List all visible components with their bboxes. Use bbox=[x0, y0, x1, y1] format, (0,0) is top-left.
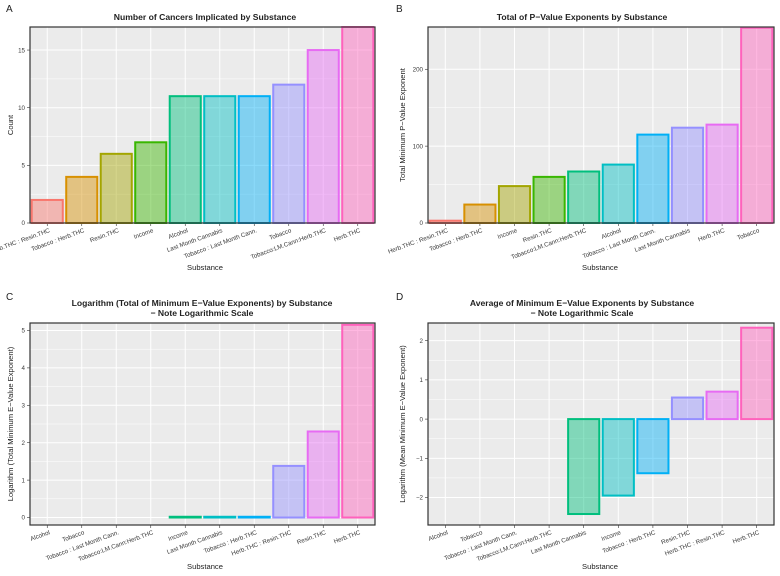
panel-c-x-tick-label-income: Income bbox=[167, 529, 189, 543]
panel-a-x-axis-title: Substance bbox=[187, 263, 223, 272]
panel-a: A Number of Cancers Implicated by Substan… bbox=[0, 4, 376, 272]
panel-c: C Logarithm (Total of Minimum E−Value Exp… bbox=[6, 292, 376, 571]
panel-d-letter: D bbox=[396, 292, 403, 303]
panel-a-title-line-1: Number of Cancers Implicated by Substanc… bbox=[114, 12, 297, 22]
panel-d-bar-resin-thc bbox=[670, 396, 705, 421]
panel-d: D Average of Minimum E−Value Exponents by… bbox=[396, 292, 775, 571]
panel-a-bar-last-month-cannabis bbox=[203, 95, 237, 224]
panel-a-bar-herb-thc bbox=[341, 26, 375, 224]
panel-b-x-tick-label-tobacco: Tobacco bbox=[736, 227, 761, 242]
panel-b-bar-tobacco-last-month-cann bbox=[636, 133, 670, 225]
panel-d-y-tick-label-2: −2 bbox=[416, 495, 424, 502]
panel-c-title-line-1: Logarithm (Total of Minimum E−Value Expo… bbox=[72, 298, 333, 308]
panel-c-bar-last-month-cannabis bbox=[203, 515, 237, 519]
panel-b-x-tick-label-herb-thc: Herb.THC bbox=[697, 227, 726, 243]
panel-d-x-axis-title: Substance bbox=[582, 562, 618, 571]
panel-d-x-tick-label-herb-thc: Herb.THC bbox=[732, 529, 761, 545]
panel-b-bar-resin-thc bbox=[532, 175, 566, 224]
panel-b-y-tick-label-200: 200 bbox=[413, 66, 424, 73]
panel-c-border bbox=[29, 322, 376, 526]
panel-a-y-tick-label-10: 10 bbox=[18, 105, 25, 112]
panel-c-y-axis-title: Logarithm (Total Minimum E−Value Exponen… bbox=[6, 346, 15, 501]
panel-a-y-tick-label-0: 0 bbox=[22, 220, 26, 227]
panel-c-x-tick-label-alcohol: Alcohol bbox=[29, 529, 50, 543]
panel-b-bar-income bbox=[497, 185, 532, 224]
panel-c-y-tick-label-5: 5 bbox=[22, 328, 26, 335]
panel-b-bar-herb-thc bbox=[705, 123, 739, 224]
panel-c-y-tick-label-4: 4 bbox=[22, 365, 26, 372]
panel-c-y-tick-label-0: 0 bbox=[22, 515, 26, 522]
panel-d-y-tick-label-1: 1 bbox=[420, 377, 424, 384]
panel-d-bar-herb-thc bbox=[740, 326, 774, 421]
panel-a-bar-tobacco bbox=[272, 83, 306, 224]
panel-c-x-tick-label-herb-thc-resin-thc: Herb.THC : Resin.THC bbox=[231, 529, 293, 557]
panel-b-border bbox=[427, 26, 775, 224]
panel-d-x-tick-label-alcohol: Alcohol bbox=[428, 529, 449, 543]
panel-a-bar-resin-thc bbox=[99, 152, 133, 224]
panel-b-letter: B bbox=[396, 4, 403, 15]
panel-d-bar-herb-thc-resin-thc bbox=[705, 390, 739, 421]
panel-b: B Total of P−Value Exponents by Substance… bbox=[387, 4, 775, 272]
panel-c-bar-tobacco-herb-thc bbox=[237, 515, 271, 519]
panel-b-bar-tobacco-herb-thc bbox=[463, 203, 497, 225]
panel-c-x-tick-label-resin-thc: Resin.THC bbox=[296, 529, 327, 546]
panel-a-y-tick-label-5: 5 bbox=[22, 163, 26, 170]
panel-d-y-tick-label-0: 0 bbox=[420, 416, 424, 423]
panel-a-y-tick-label-15: 15 bbox=[18, 47, 25, 54]
panel-d-bar-tobacco-herb-thc bbox=[636, 418, 670, 475]
panel-a-x-tick-label-resin-thc: Resin.THC bbox=[89, 227, 120, 244]
panel-b-title-line-1: Total of P−Value Exponents by Substance bbox=[497, 12, 668, 22]
panel-a-bar-income bbox=[134, 141, 168, 224]
panel-d-title-line-1: Average of Minimum E−Value Exponents by … bbox=[470, 298, 695, 308]
panel-c-y-tick-label-2: 2 bbox=[22, 440, 26, 447]
panel-d-y-tick-label-1: −1 bbox=[416, 456, 424, 463]
panel-d-x-tick-label-herb-thc-resin-thc: Herb.THC : Resin.THC bbox=[664, 529, 726, 557]
panel-c-bar-income bbox=[168, 515, 202, 519]
panel-d-x-tick-label-income: Income bbox=[601, 529, 623, 543]
panel-b-y-tick-label-100: 100 bbox=[413, 143, 424, 150]
panel-c-bar-herb-thc-resin-thc bbox=[272, 464, 306, 519]
panel-a-letter: A bbox=[6, 4, 13, 15]
panel-a-bar-herb-thc-resin-thc bbox=[30, 198, 64, 224]
panel-b-x-tick-label-alcohol: Alcohol bbox=[601, 227, 622, 241]
panel-c-bar-herb-thc bbox=[341, 323, 375, 519]
panel-c-x-axis-title: Substance bbox=[187, 562, 223, 571]
panel-a-bar-alcohol bbox=[168, 95, 202, 224]
panel-d-title-line-2: − Note Logarithmic Scale bbox=[531, 308, 634, 318]
panel-c-letter: C bbox=[6, 292, 13, 303]
panel-b-x-tick-label-income: Income bbox=[497, 227, 519, 241]
panel-d-y-axis-title: Logarithm (Mean Minimum E−Value Exponent… bbox=[398, 345, 407, 503]
panel-d-y-tick-label-2: 2 bbox=[420, 338, 424, 345]
panel-a-bar-tobacco-lm-cann-herb-thc bbox=[306, 49, 340, 224]
panel-c-title-line-2: − Note Logarithmic Scale bbox=[151, 308, 254, 318]
panel-b-y-axis-title: Total Minimum P−Value Exponent bbox=[398, 67, 407, 182]
panel-a-x-tick-label-alcohol: Alcohol bbox=[167, 227, 188, 241]
panel-a-border bbox=[29, 26, 376, 224]
panel-d-bar-last-month-cannabis bbox=[567, 418, 601, 516]
panel-c-bar-resin-thc bbox=[306, 430, 340, 519]
panel-d-plot-area bbox=[428, 323, 774, 525]
panel-a-bar-tobacco-last-month-cann bbox=[237, 95, 271, 224]
panel-a-bar-tobacco-herb-thc bbox=[65, 175, 99, 224]
panel-a-y-axis-title: Count bbox=[6, 114, 15, 135]
panel-c-y-tick-label-3: 3 bbox=[22, 402, 26, 409]
panel-b-bar-tobacco bbox=[740, 26, 774, 224]
panel-d-border bbox=[427, 322, 775, 526]
panel-a-x-tick-label-income: Income bbox=[133, 227, 155, 241]
panel-a-plot-area bbox=[30, 27, 375, 223]
panel-b-bar-tobacco-lm-cann-herb-thc bbox=[567, 170, 601, 224]
panel-c-y-tick-label-1: 1 bbox=[22, 477, 26, 484]
panel-b-y-tick-label-0: 0 bbox=[420, 220, 424, 227]
panel-b-bar-alcohol bbox=[601, 163, 635, 225]
panel-c-x-tick-label-herb-thc: Herb.THC bbox=[333, 529, 362, 545]
panel-b-bar-last-month-cannabis bbox=[670, 126, 705, 224]
panel-d-bar-income bbox=[601, 418, 635, 497]
panel-b-x-axis-title: Substance bbox=[582, 263, 618, 272]
panel-a-x-tick-label-herb-thc: Herb.THC bbox=[333, 227, 362, 243]
